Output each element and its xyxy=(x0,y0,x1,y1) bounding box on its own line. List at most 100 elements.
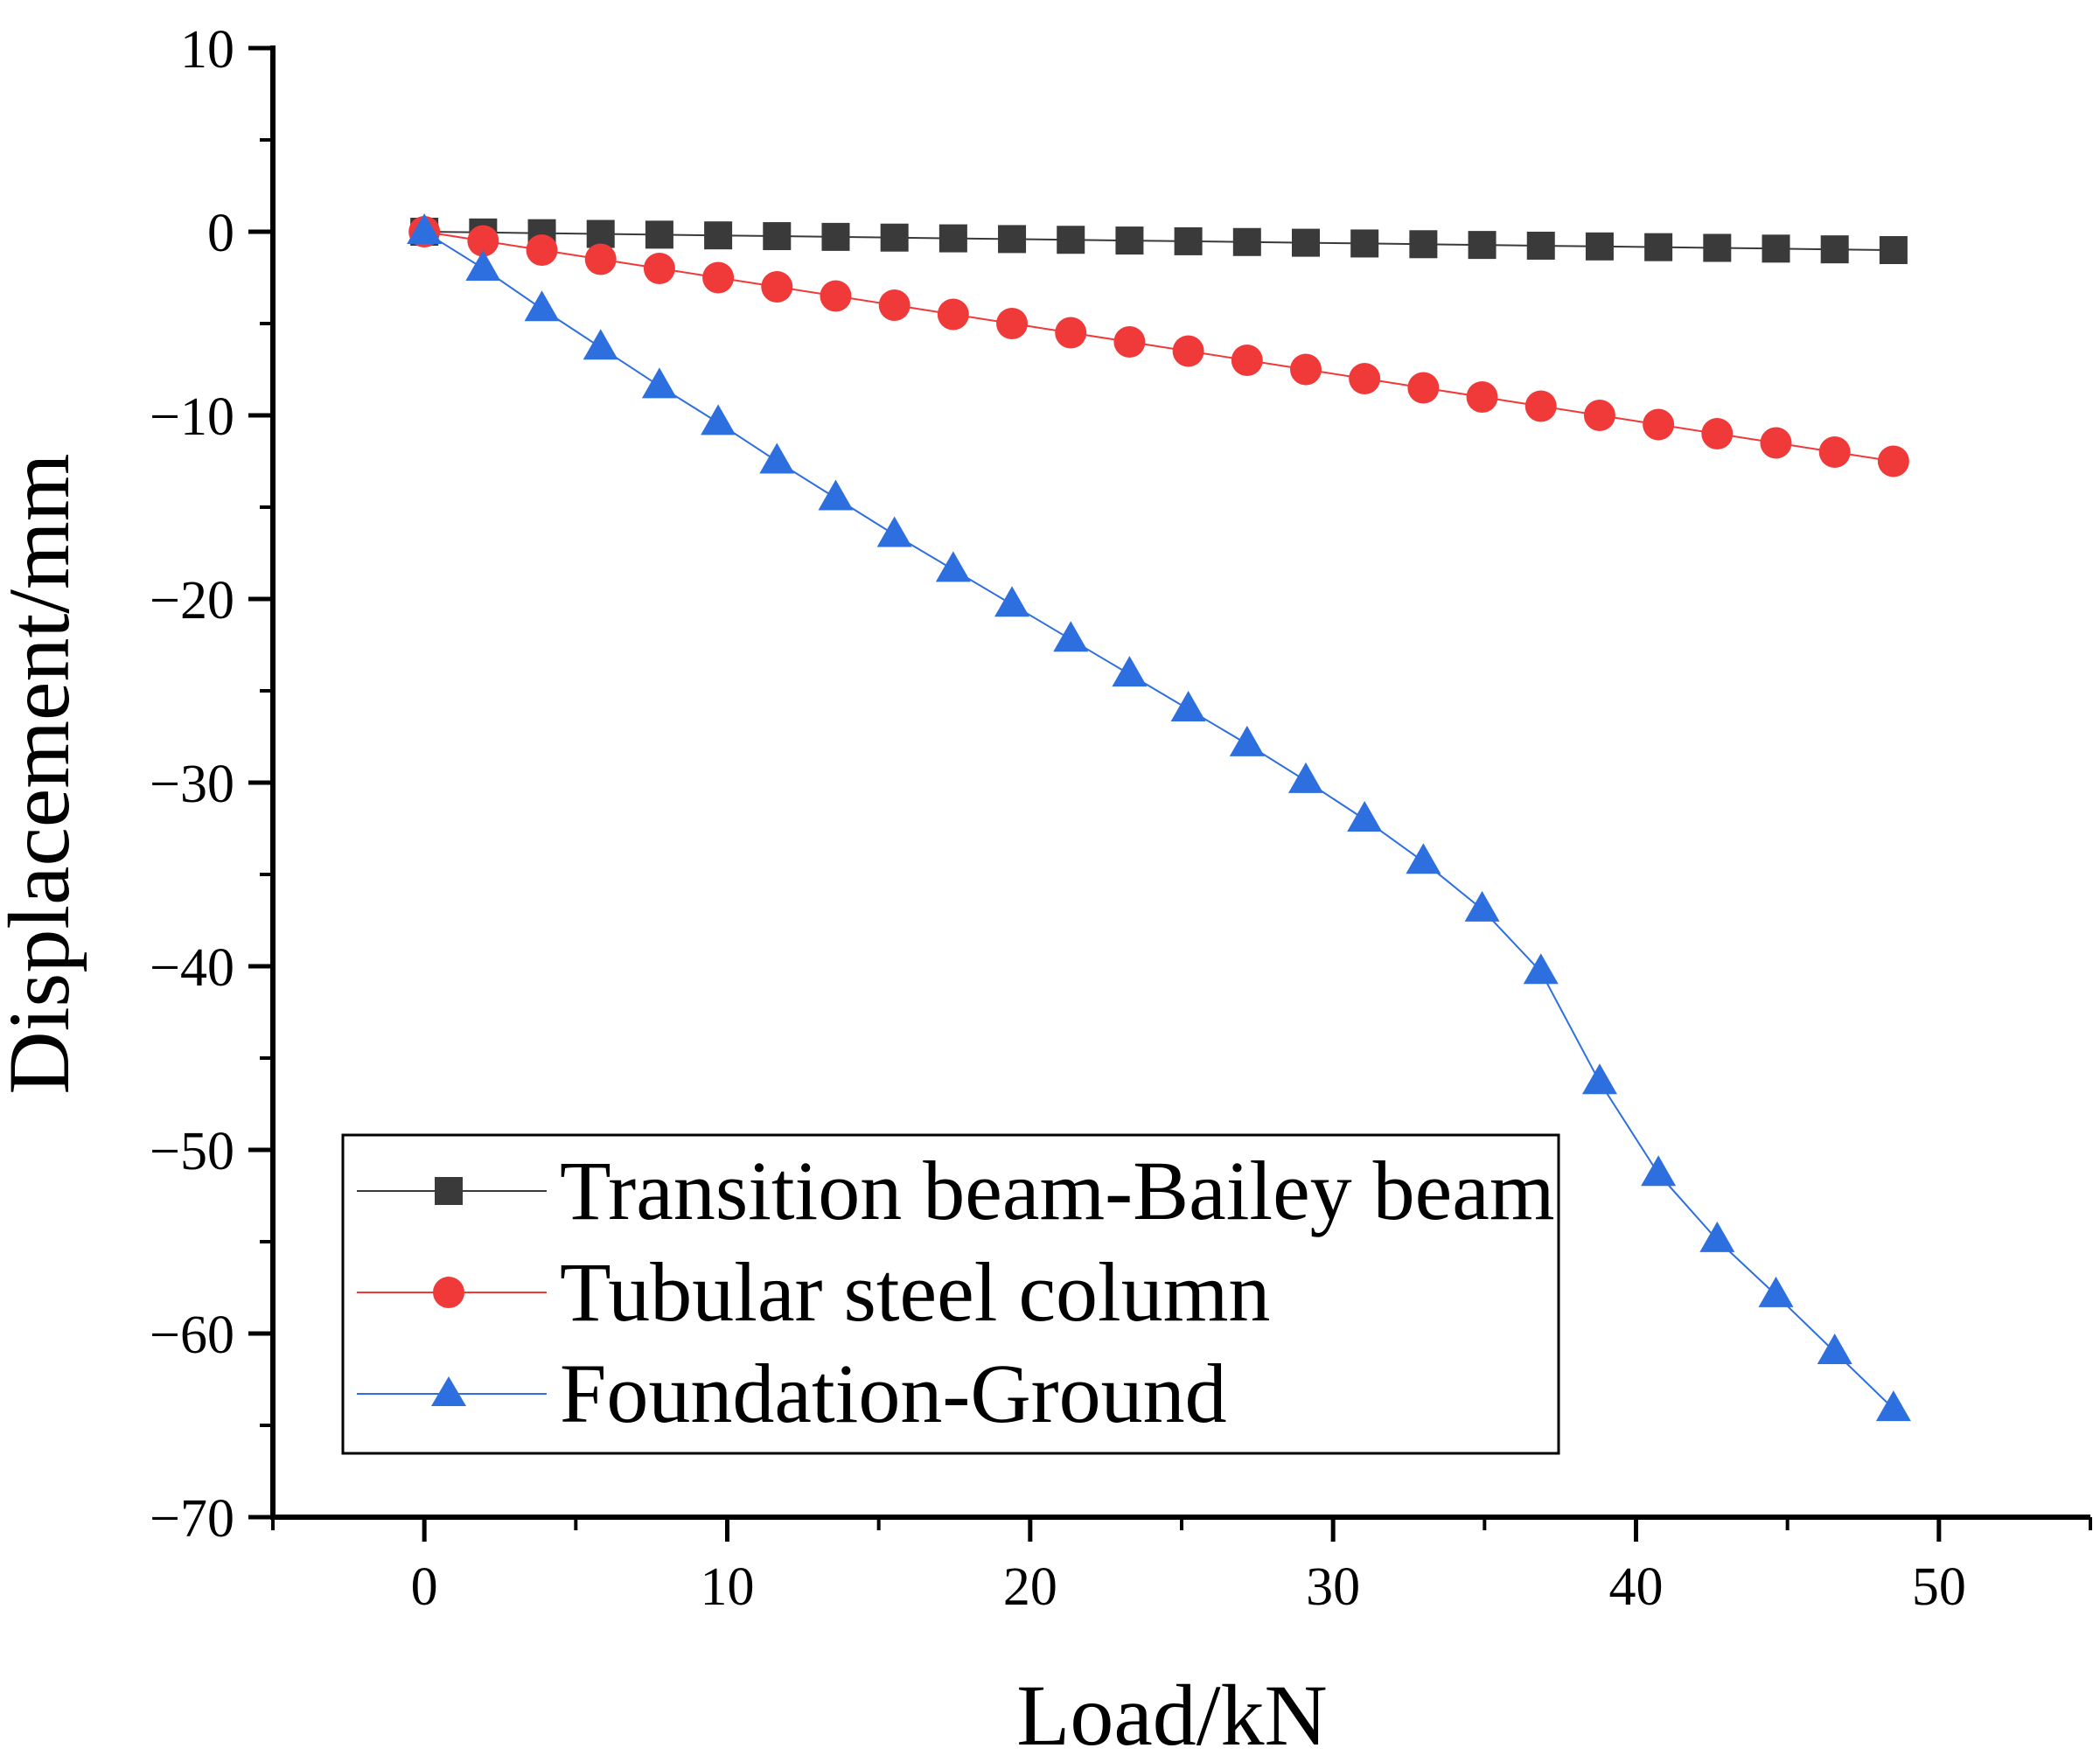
data-point-triangle xyxy=(465,250,501,281)
data-point-triangle xyxy=(1758,1276,1794,1307)
data-point-triangle xyxy=(701,404,736,435)
data-point-square xyxy=(1291,228,1320,257)
y-tick-label: −30 xyxy=(150,755,234,814)
data-point-square xyxy=(998,225,1027,254)
y-ticks: 10 0 −10 −20 −30 −40 −50 −60 −70 xyxy=(150,20,273,1549)
data-point-triangle xyxy=(1053,621,1089,652)
data-point-triangle xyxy=(1523,953,1559,985)
data-point-circle xyxy=(761,271,793,303)
data-point-circle xyxy=(1349,363,1381,394)
data-point-square xyxy=(821,222,850,251)
y-tick-label: −20 xyxy=(150,571,234,630)
data-point-triangle xyxy=(1581,1063,1617,1095)
y-tick-label: −40 xyxy=(150,938,234,998)
series-line xyxy=(424,231,1894,251)
data-point-circle xyxy=(584,243,617,275)
data-point-circle xyxy=(1055,317,1087,349)
legend-label-tubular-steel-column: Tubular steel column xyxy=(560,1245,1270,1339)
legend-label-foundation-ground: Foundation-Ground xyxy=(560,1347,1227,1440)
x-tick-label: 50 xyxy=(1912,1557,1966,1617)
y-tick-label: 0 xyxy=(207,204,234,263)
legend-item-transition-beam: Transition beam-Bailey beam xyxy=(357,1144,1555,1237)
data-point-triangle xyxy=(1112,656,1148,687)
data-point-triangle xyxy=(1699,1221,1735,1252)
y-tick-label: −70 xyxy=(150,1489,234,1549)
data-point-triangle xyxy=(1464,890,1500,922)
data-point-square xyxy=(586,219,615,248)
data-point-circle xyxy=(643,253,675,284)
data-point-circle xyxy=(526,234,558,266)
x-tick-label: 0 xyxy=(411,1557,438,1617)
data-point-square xyxy=(1703,233,1732,262)
legend-label-transition-beam: Transition beam-Bailey beam xyxy=(560,1144,1555,1237)
data-point-circle xyxy=(1289,353,1322,386)
x-axis-title: Load/kN xyxy=(1016,1667,1327,1762)
data-point-square xyxy=(1115,226,1144,255)
series-2 xyxy=(407,213,1911,1422)
data-point-circle xyxy=(1524,390,1557,422)
data-point-square xyxy=(1820,235,1849,264)
legend-circle-marker xyxy=(433,1277,464,1308)
y-tick-label: −10 xyxy=(150,387,234,447)
data-point-triangle xyxy=(759,442,795,474)
x-tick-label: 10 xyxy=(701,1557,755,1617)
data-point-triangle xyxy=(407,213,443,244)
series-0 xyxy=(410,218,1908,264)
data-point-triangle xyxy=(1406,843,1441,874)
data-point-square xyxy=(645,220,673,249)
legend-box xyxy=(341,1133,1560,1455)
data-point-square xyxy=(1526,231,1555,260)
data-point-triangle xyxy=(876,516,912,547)
data-point-triangle xyxy=(1875,1390,1911,1422)
data-point-triangle xyxy=(935,551,971,582)
data-point-triangle xyxy=(583,329,618,360)
data-point-circle xyxy=(1701,418,1734,449)
data-point-square xyxy=(763,222,792,251)
data-point-square xyxy=(1762,234,1790,263)
data-point-square xyxy=(1585,232,1614,261)
data-point-circle xyxy=(1583,400,1615,431)
data-point-circle xyxy=(702,261,735,294)
legend-square-marker xyxy=(435,1177,463,1205)
x-tick-label: 30 xyxy=(1306,1557,1360,1617)
data-point-circle xyxy=(1877,445,1909,477)
data-point-circle xyxy=(1113,326,1146,358)
data-point-triangle xyxy=(524,290,560,322)
y-tick-label: −60 xyxy=(150,1306,234,1365)
data-point-square xyxy=(1174,226,1203,255)
data-point-triangle xyxy=(818,479,854,511)
data-point-square xyxy=(1350,229,1379,258)
data-point-square xyxy=(938,224,967,253)
data-point-circle xyxy=(467,225,499,257)
x-tick-label: 20 xyxy=(1003,1557,1057,1617)
data-point-square xyxy=(1057,226,1085,254)
data-point-circle xyxy=(937,298,969,331)
x-ticks: 0 10 20 30 40 50 xyxy=(271,1517,2092,1617)
data-point-circle xyxy=(1172,335,1204,367)
legend-item-foundation-ground: Foundation-Ground xyxy=(357,1347,1227,1440)
x-tick-label: 40 xyxy=(1609,1557,1664,1617)
y-tick-label: 10 xyxy=(180,20,234,80)
data-point-circle xyxy=(820,280,852,312)
data-point-triangle xyxy=(641,367,677,399)
data-point-triangle xyxy=(1229,725,1265,756)
data-point-triangle xyxy=(994,586,1030,617)
data-point-triangle xyxy=(1347,801,1383,832)
legend-item-tubular-steel-column: Tubular steel column xyxy=(357,1245,1270,1339)
data-point-circle xyxy=(1643,408,1675,441)
y-axis-title: Displacement/mm xyxy=(0,453,87,1094)
series-1 xyxy=(408,216,1909,477)
legend: Transition beam-Bailey beam Tubular stee… xyxy=(341,1133,1560,1455)
data-point-circle xyxy=(878,289,910,321)
series-layer xyxy=(407,213,1911,1422)
data-point-circle xyxy=(1407,372,1440,404)
data-point-triangle xyxy=(1641,1155,1677,1187)
data-point-circle xyxy=(1818,436,1851,468)
legend-triangle-marker xyxy=(431,1376,466,1406)
data-point-square xyxy=(704,221,733,250)
y-tick-label: −50 xyxy=(150,1122,234,1181)
data-point-square xyxy=(1879,236,1908,264)
data-point-triangle xyxy=(1817,1334,1852,1364)
data-point-square xyxy=(1409,230,1438,259)
